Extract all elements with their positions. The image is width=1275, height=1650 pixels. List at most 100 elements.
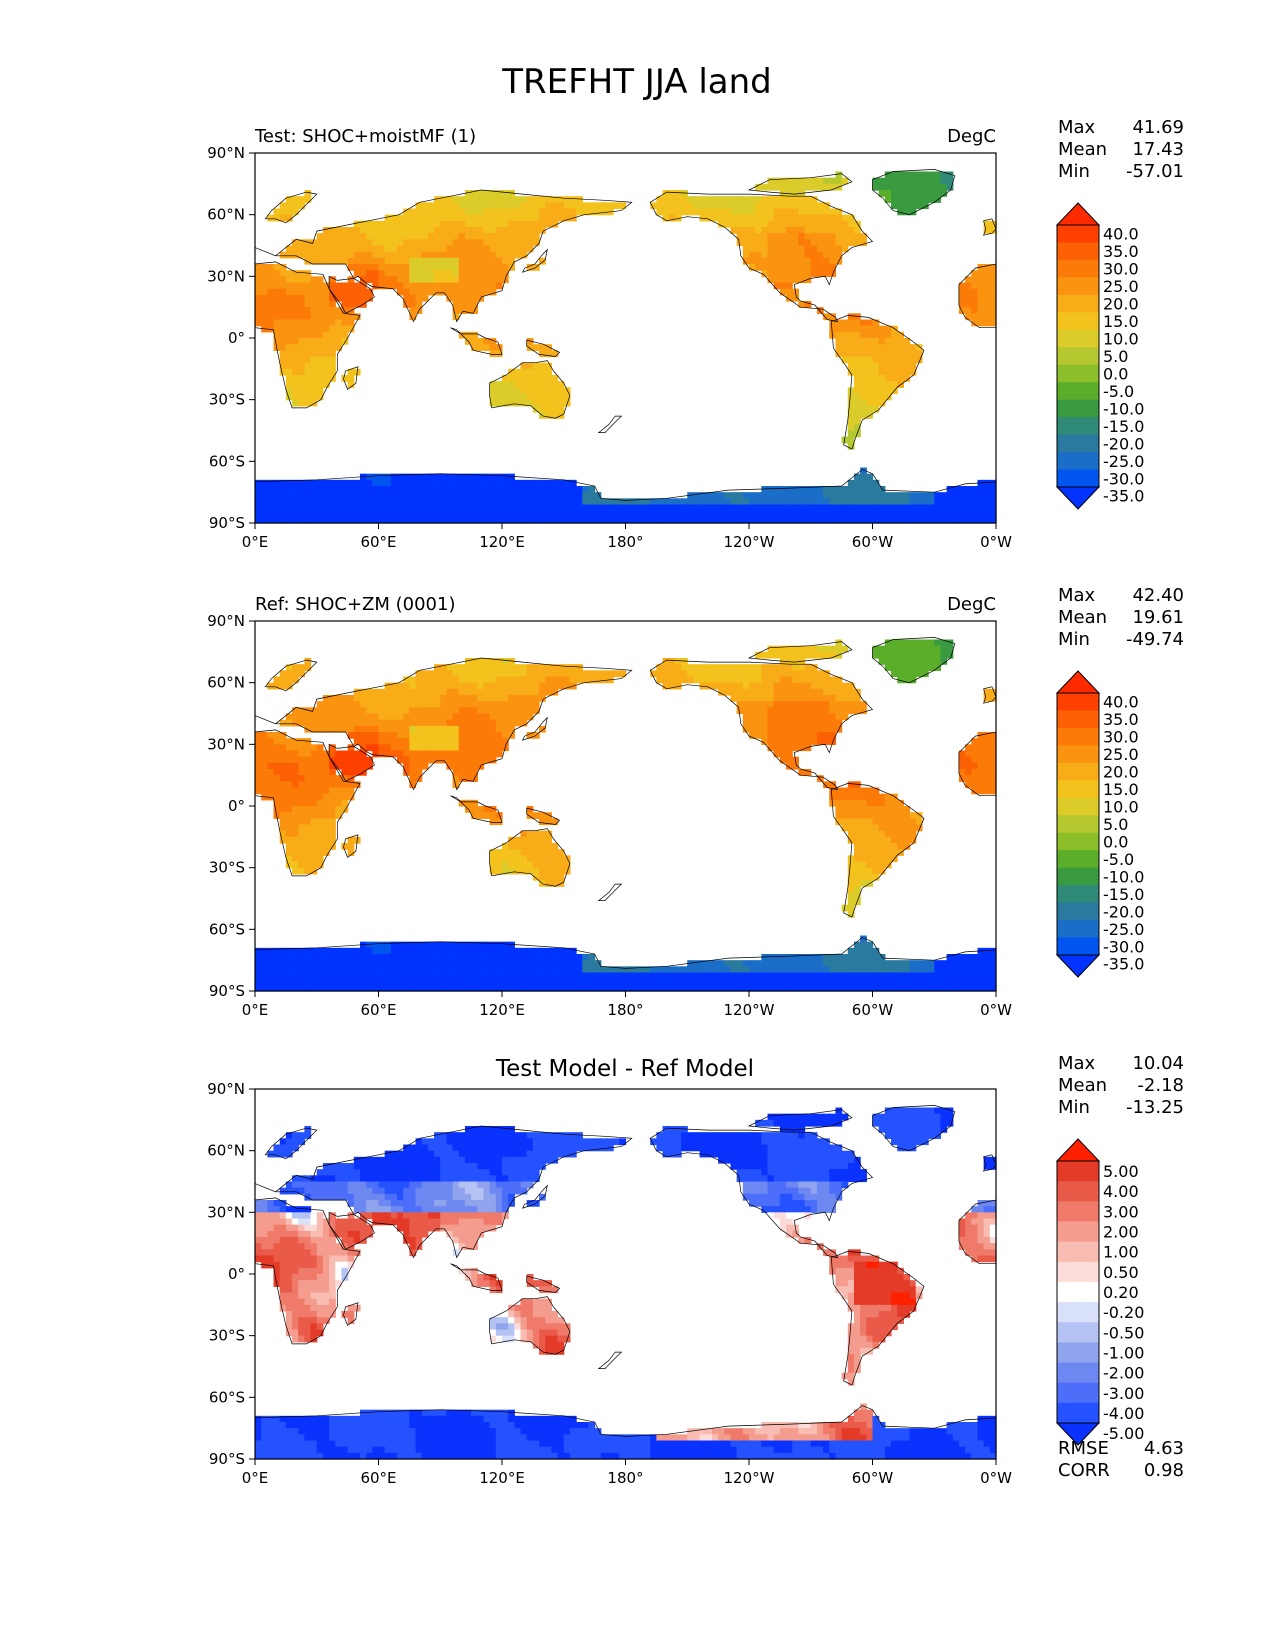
colorbar-swatch bbox=[1057, 312, 1099, 331]
field-cell bbox=[551, 1132, 559, 1139]
field-cell bbox=[582, 954, 590, 961]
field-cell bbox=[255, 313, 262, 321]
field-cell bbox=[464, 479, 472, 487]
field-cell bbox=[681, 504, 688, 512]
field-cell bbox=[897, 338, 904, 345]
colorbar-swatch bbox=[1057, 469, 1099, 488]
field-cell bbox=[409, 978, 417, 986]
field-cell bbox=[965, 954, 972, 961]
field-cell bbox=[878, 362, 886, 370]
field-cell bbox=[489, 196, 497, 203]
field-cell bbox=[298, 824, 305, 832]
field-cell bbox=[798, 492, 806, 499]
field-cell bbox=[650, 1138, 657, 1146]
field-cell bbox=[285, 331, 293, 339]
field-cell bbox=[662, 208, 670, 216]
field-cell bbox=[582, 670, 590, 678]
field-cell bbox=[946, 183, 954, 191]
field-cell bbox=[872, 492, 880, 499]
field-cell bbox=[946, 510, 954, 518]
field-cell bbox=[372, 732, 380, 739]
field-cell bbox=[285, 806, 293, 813]
field-cell bbox=[897, 818, 904, 826]
field-cell bbox=[860, 861, 867, 869]
lat-tick-label: 90°N bbox=[207, 612, 245, 630]
field-cell bbox=[872, 818, 880, 826]
field-cell bbox=[384, 688, 392, 696]
field-cell bbox=[489, 960, 497, 967]
field-cell bbox=[489, 719, 497, 727]
field-cell bbox=[471, 486, 478, 493]
field-cell bbox=[779, 1119, 787, 1127]
field-cell bbox=[829, 504, 837, 512]
field-cell bbox=[767, 220, 775, 228]
field-cell bbox=[835, 676, 843, 684]
field-cell bbox=[489, 344, 497, 351]
field-cell bbox=[471, 233, 478, 240]
field-cell bbox=[557, 202, 565, 210]
field-cell bbox=[279, 294, 287, 302]
field-cell bbox=[730, 196, 738, 203]
field-cell bbox=[539, 861, 546, 869]
field-cell bbox=[471, 214, 478, 222]
field-cell bbox=[440, 947, 448, 955]
field-cell bbox=[891, 183, 898, 191]
field-cell bbox=[329, 338, 336, 345]
field-cell bbox=[279, 338, 287, 345]
field-cell bbox=[909, 812, 917, 819]
field-cell bbox=[267, 319, 275, 327]
field-cell bbox=[372, 239, 380, 247]
field-cell bbox=[390, 750, 398, 758]
field-cell bbox=[915, 824, 923, 832]
field-cell bbox=[829, 251, 837, 259]
field-cell bbox=[273, 960, 281, 967]
field-cell bbox=[366, 978, 373, 986]
field-cell bbox=[403, 245, 410, 253]
field-cell bbox=[409, 756, 417, 764]
field-cell bbox=[508, 972, 515, 980]
field-cell bbox=[557, 214, 565, 222]
field-cell bbox=[810, 701, 818, 708]
field-cell bbox=[267, 516, 275, 524]
field-cell bbox=[786, 208, 793, 216]
field-cell bbox=[427, 233, 435, 240]
field-cell bbox=[711, 516, 719, 524]
field-cell bbox=[915, 651, 923, 659]
field-cell bbox=[823, 504, 830, 512]
field-cell bbox=[662, 664, 670, 671]
field-cell bbox=[767, 516, 775, 524]
field-cell bbox=[495, 239, 503, 247]
field-cell bbox=[940, 510, 948, 518]
field-cell bbox=[403, 725, 410, 733]
field-cell bbox=[514, 978, 522, 986]
field-cell bbox=[736, 978, 744, 986]
field-cell bbox=[279, 756, 287, 764]
field-cell bbox=[409, 707, 417, 715]
field-cell bbox=[835, 350, 843, 358]
field-cell bbox=[539, 227, 546, 234]
field-cell bbox=[804, 208, 812, 216]
field-cell bbox=[761, 202, 769, 210]
field-cell bbox=[471, 806, 478, 813]
colorbar-swatch bbox=[1057, 710, 1099, 729]
field-cell bbox=[786, 756, 793, 764]
field-cell bbox=[471, 756, 478, 764]
field-raster bbox=[255, 1107, 997, 1460]
field-cell bbox=[792, 658, 799, 665]
field-cell bbox=[285, 966, 293, 974]
field-cell bbox=[810, 664, 818, 671]
field-cell bbox=[872, 325, 880, 333]
field-cell bbox=[792, 220, 799, 228]
field-cell bbox=[378, 941, 386, 949]
field-cell bbox=[458, 516, 466, 524]
field-cell bbox=[285, 282, 293, 290]
field-cell bbox=[631, 984, 639, 992]
field-cell bbox=[977, 301, 985, 308]
field-cell bbox=[940, 960, 948, 967]
field-cell bbox=[446, 744, 454, 752]
field-cell bbox=[872, 504, 880, 512]
coastline-britain bbox=[983, 686, 997, 704]
field-cell bbox=[279, 214, 287, 222]
field-cell bbox=[532, 208, 540, 216]
field-cell bbox=[279, 202, 287, 210]
